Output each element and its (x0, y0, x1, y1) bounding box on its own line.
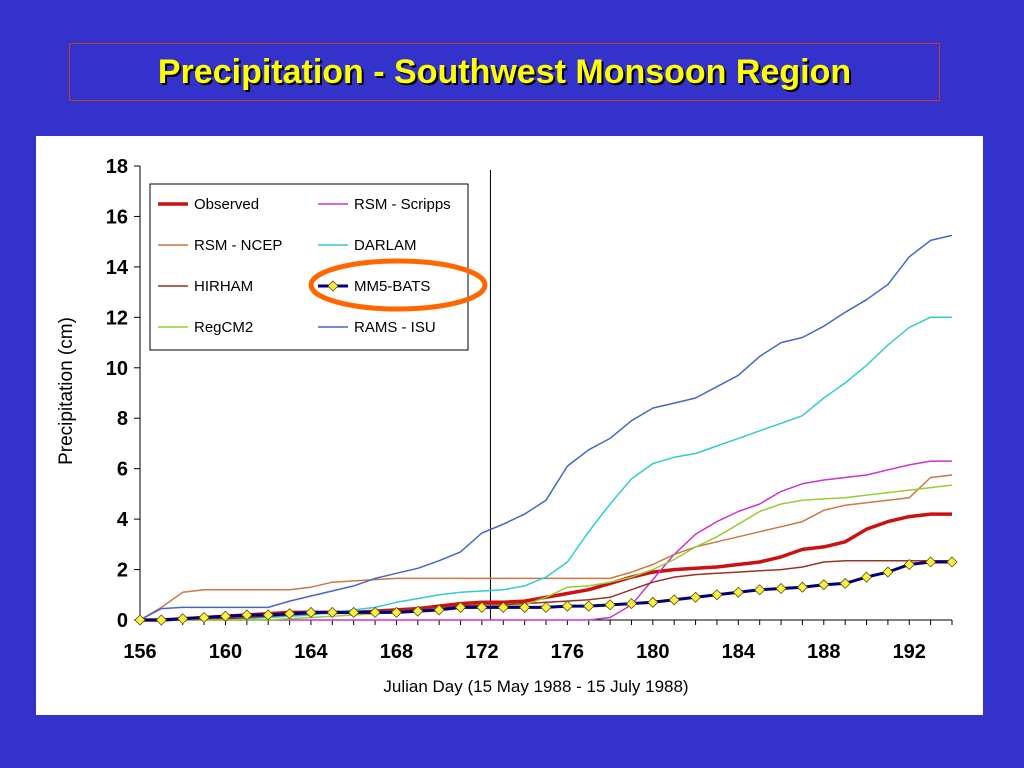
x-tick-label: 164 (294, 641, 328, 663)
x-tick-label: 176 (551, 641, 584, 663)
series-point-mm5-bats (519, 601, 531, 613)
series-point-mm5-bats (305, 606, 317, 618)
slide-title-box: Precipitation - Southwest Monsoon Region (69, 43, 940, 101)
series-point-mm5-bats (241, 609, 253, 621)
series-line-rsm-ncep (139, 474, 953, 621)
series-point-mm5-bats (412, 605, 424, 617)
legend-label-mm5-bats: MM5-BATS (354, 278, 430, 295)
series-point-mm5-bats (262, 609, 274, 621)
y-tick-label: 6 (117, 459, 128, 481)
series-point-mm5-bats (369, 606, 381, 618)
slide-title: Precipitation - Southwest Monsoon Region (157, 52, 852, 91)
series-point-mm5-bats (604, 599, 616, 611)
y-tick-label: 0 (117, 610, 128, 632)
series-point-mm5-bats (561, 600, 573, 612)
y-tick-label: 2 (117, 560, 128, 582)
series-point-mm5-bats (348, 606, 360, 618)
legend-label-rsm-ncep: RSM - NCEP (194, 237, 282, 254)
series-line-darlam (140, 316, 952, 621)
series-line-rams-isu (139, 234, 953, 621)
x-tick-label: 188 (807, 641, 840, 663)
series-point-mm5-bats (711, 589, 723, 601)
chart-panel: 156 160 164 168 172 176 180 184 188 192 0 2 4 6 8 10 12 1… (36, 136, 983, 715)
x-tick-label: 180 (636, 641, 669, 663)
y-axis-title: Precipitation (cm) (56, 317, 77, 465)
series-point-mm5-bats (775, 582, 787, 595)
series-point-mm5-bats (390, 606, 402, 618)
x-tick-label: 192 (893, 641, 926, 663)
legend-label-rams-isu: RAMS - ISU (354, 319, 436, 336)
y-tick-label: 10 (106, 358, 128, 380)
series-point-mm5-bats (818, 579, 830, 591)
series-point-mm5-bats (690, 591, 702, 603)
series-point-mm5-bats (155, 614, 167, 626)
x-tick-label: 172 (465, 641, 498, 663)
series-point-mm5-bats (946, 556, 958, 568)
legend-label-regcm2: RegCM2 (194, 319, 253, 336)
x-axis-title: Julian Day (15 May 1988 - 15 July 1988) (383, 677, 688, 696)
legend-label-darlam: DARLAM (354, 237, 417, 254)
legend-label-hirham: HIRHAM (194, 278, 253, 295)
series-point-mm5-bats (284, 608, 296, 620)
series-point-mm5-bats (198, 611, 210, 624)
series-point-mm5-bats (326, 606, 338, 618)
y-tick-label: 4 (117, 509, 129, 531)
series-line-regcm2 (140, 484, 953, 621)
x-tick-label: 184 (722, 641, 756, 663)
series-point-mm5-bats (754, 584, 766, 596)
series-point-mm5-bats (177, 613, 189, 625)
series-point-mm5-bats (925, 556, 937, 568)
y-tick-label: 8 (117, 408, 128, 430)
series-point-mm5-bats (454, 601, 467, 613)
series-point-mm5-bats (497, 601, 509, 613)
y-tick-label: 12 (106, 307, 128, 329)
series-point-mm5-bats (583, 600, 595, 612)
y-tick-label: 14 (106, 257, 129, 279)
series-point-mm5-bats (219, 610, 232, 622)
y-tick-label: 18 (106, 156, 128, 178)
legend-marker-mm5-bats (327, 280, 339, 292)
x-tick-label: 156 (123, 641, 156, 663)
series-point-mm5-bats (796, 581, 808, 593)
legend-label-observed: Observed (194, 196, 259, 213)
series-point-mm5-bats (540, 601, 552, 613)
series-point-mm5-bats (668, 594, 680, 606)
series-point-mm5-bats (839, 577, 851, 589)
x-tick-label: 168 (380, 641, 413, 663)
legend-box (149, 183, 469, 351)
series-point-mm5-bats (903, 558, 915, 571)
series-point-mm5-bats (433, 604, 445, 616)
series-point-mm5-bats (860, 571, 873, 583)
highlight-ellipse (308, 258, 488, 312)
precipitation-chart: 156 160 164 168 172 176 180 184 188 192 0 2 4 6 8 10 12 1… (56, 156, 958, 696)
legend-label-rsm-scripps: RSM - Scripps (354, 196, 451, 213)
series-point-mm5-bats (647, 596, 659, 608)
series-point-mm5-bats (476, 601, 488, 613)
series-point-mm5-bats (625, 598, 638, 610)
series-point-mm5-bats (882, 566, 894, 578)
series-point-mm5-bats (134, 614, 146, 626)
y-tick-label: 16 (106, 206, 128, 228)
series-point-mm5-bats (732, 586, 744, 598)
x-tick-label: 160 (209, 641, 242, 663)
